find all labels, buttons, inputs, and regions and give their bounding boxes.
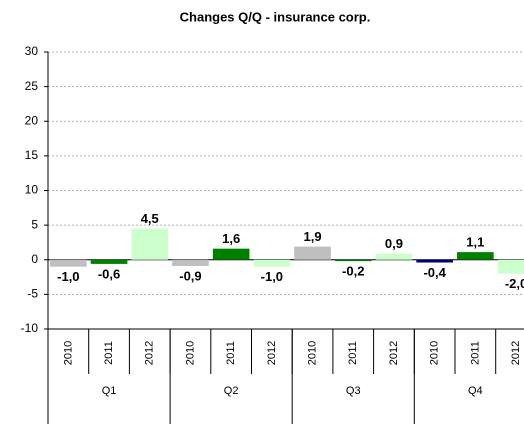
bar: [253, 259, 291, 267]
data-label: -2,0: [505, 276, 524, 291]
x-tick-label: 2010: [429, 341, 441, 365]
data-label: -1,0: [57, 269, 79, 284]
group-label: Q3: [346, 385, 361, 397]
y-tick-label: 15: [25, 148, 39, 162]
data-label: -0,2: [342, 264, 364, 279]
bar: [50, 259, 87, 267]
y-tick-label: 5: [31, 217, 38, 231]
bar: [90, 259, 128, 264]
x-tick-label: 2012: [388, 341, 400, 365]
y-tick-label: 0: [31, 252, 38, 266]
y-tick-label: 25: [25, 79, 39, 93]
data-label: -0,6: [98, 266, 120, 281]
data-label: 4,5: [141, 211, 159, 226]
group-label: Q1: [102, 385, 117, 397]
data-label: -1,0: [261, 269, 283, 284]
y-tick-label: -5: [27, 287, 38, 301]
x-tick-label: 2010: [184, 341, 196, 365]
y-tick-label: 10: [25, 183, 39, 197]
chart-title: Changes Q/Q - insurance corp.: [180, 9, 371, 24]
x-tick-label: 2010: [62, 341, 74, 365]
x-tick-label: 2012: [510, 341, 522, 365]
data-label: 1,6: [222, 231, 240, 246]
data-label: -0,9: [179, 268, 201, 283]
data-label: -0,4: [423, 265, 446, 280]
x-tick-label: 2011: [103, 341, 115, 365]
bar: [375, 253, 413, 260]
group-label: Q2: [224, 385, 239, 397]
x-tick-label: 2011: [225, 341, 237, 365]
x-tick-label: 2011: [469, 341, 481, 365]
bar: [334, 259, 372, 262]
y-tick-label: 30: [25, 44, 39, 58]
x-tick-label: 2012: [266, 341, 278, 365]
bar: [497, 259, 524, 274]
group-label: Q4: [468, 385, 483, 397]
x-tick-label: 2010: [306, 341, 318, 365]
y-tick-label: 20: [25, 113, 39, 127]
data-label: 1,1: [466, 235, 484, 250]
y-tick-label: -10: [21, 321, 39, 335]
data-label: 1,9: [304, 229, 322, 244]
bar: [131, 228, 169, 260]
bar: [294, 246, 331, 260]
data-label: 0,9: [385, 236, 403, 251]
x-tick-label: 2011: [347, 341, 359, 365]
bar: [416, 259, 453, 263]
x-tick-label: 2012: [144, 341, 156, 365]
bar: [172, 259, 209, 266]
bar: [212, 248, 250, 260]
bar: [457, 252, 494, 260]
